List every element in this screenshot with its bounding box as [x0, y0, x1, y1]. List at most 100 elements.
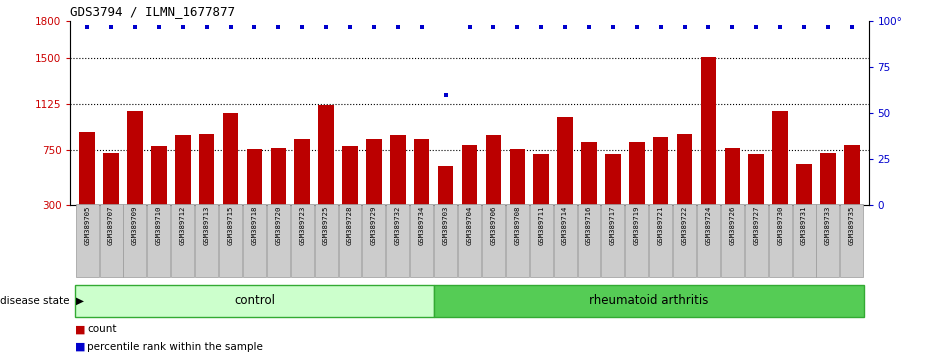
Bar [362, 204, 385, 277]
Bar [434, 285, 864, 317]
Text: percentile rank within the sample: percentile rank within the sample [87, 342, 263, 352]
Text: GSM389731: GSM389731 [801, 206, 807, 245]
Point [128, 24, 143, 30]
Text: GSM389707: GSM389707 [108, 206, 114, 245]
Bar [76, 204, 99, 277]
Text: GSM389708: GSM389708 [515, 206, 520, 245]
Point [366, 24, 381, 30]
Bar [100, 204, 122, 277]
Bar [315, 204, 338, 277]
Bar [462, 145, 477, 242]
Bar [267, 204, 290, 277]
Bar [629, 142, 644, 242]
Bar [366, 139, 381, 242]
Bar [533, 154, 549, 242]
Text: GSM389714: GSM389714 [562, 206, 568, 245]
Bar [625, 204, 648, 277]
Point [295, 24, 310, 30]
Text: count: count [87, 324, 116, 334]
Point [485, 24, 500, 30]
Bar [318, 105, 334, 242]
Point [533, 24, 548, 30]
Text: GSM389715: GSM389715 [227, 206, 234, 245]
Bar [748, 154, 764, 242]
Text: GSM389713: GSM389713 [204, 206, 209, 245]
Bar [123, 204, 146, 277]
Bar [151, 147, 166, 242]
Bar [147, 204, 170, 277]
Bar [677, 134, 692, 242]
Text: GSM389720: GSM389720 [275, 206, 282, 245]
Bar [820, 153, 836, 242]
Point [414, 24, 429, 30]
Point [654, 24, 669, 30]
Bar [773, 111, 788, 242]
Point [725, 24, 740, 30]
Text: GSM389711: GSM389711 [538, 206, 545, 245]
Text: GSM389735: GSM389735 [849, 206, 854, 245]
Bar [247, 149, 262, 242]
Bar [530, 204, 553, 277]
Text: GSM389703: GSM389703 [442, 206, 449, 245]
Bar [219, 204, 242, 277]
Bar [386, 204, 409, 277]
Point [318, 24, 333, 30]
Bar [577, 204, 600, 277]
Text: GSM389726: GSM389726 [730, 206, 735, 245]
Text: GSM389730: GSM389730 [777, 206, 783, 245]
Text: GSM389732: GSM389732 [394, 206, 401, 245]
Bar [840, 204, 863, 277]
Point [606, 24, 621, 30]
Text: disease state  ▶: disease state ▶ [0, 296, 84, 306]
Point [247, 24, 262, 30]
Text: GSM389721: GSM389721 [657, 206, 664, 245]
Text: GSM389705: GSM389705 [85, 206, 90, 245]
Text: ■: ■ [75, 342, 85, 352]
Bar [796, 164, 812, 242]
Bar [80, 132, 95, 242]
Point [80, 24, 95, 30]
Text: GSM389710: GSM389710 [156, 206, 162, 245]
Point [391, 24, 406, 30]
Bar [390, 135, 406, 242]
Point [462, 24, 477, 30]
Text: GSM389719: GSM389719 [634, 206, 639, 245]
Text: control: control [234, 295, 275, 307]
Point [844, 24, 859, 30]
Bar [199, 134, 214, 242]
Text: GSM389729: GSM389729 [371, 206, 377, 245]
Text: GSM389728: GSM389728 [347, 206, 353, 245]
Bar [700, 57, 716, 242]
Point [748, 24, 763, 30]
Bar [697, 204, 720, 277]
Point [558, 24, 573, 30]
Bar [243, 204, 266, 277]
Point [223, 24, 239, 30]
Point [581, 24, 596, 30]
Bar [817, 204, 839, 277]
Point [199, 24, 214, 30]
Point [677, 24, 692, 30]
Point [510, 24, 525, 30]
Bar [339, 204, 362, 277]
Bar [482, 204, 505, 277]
Text: rheumatoid arthritis: rheumatoid arthritis [589, 295, 708, 307]
Text: GSM389725: GSM389725 [323, 206, 330, 245]
Bar [558, 117, 573, 242]
Bar [506, 204, 529, 277]
Bar [175, 135, 191, 242]
Text: GSM389724: GSM389724 [705, 206, 712, 245]
Bar [75, 285, 434, 317]
Bar [653, 137, 669, 242]
Point [821, 24, 836, 30]
Bar [601, 204, 624, 277]
Bar [485, 135, 501, 242]
Point [343, 24, 358, 30]
Bar [438, 166, 454, 242]
Bar [295, 139, 310, 242]
Text: GSM389734: GSM389734 [419, 206, 424, 245]
Bar [103, 153, 119, 242]
Bar [434, 204, 457, 277]
Bar [745, 204, 768, 277]
Text: GSM389709: GSM389709 [132, 206, 138, 245]
